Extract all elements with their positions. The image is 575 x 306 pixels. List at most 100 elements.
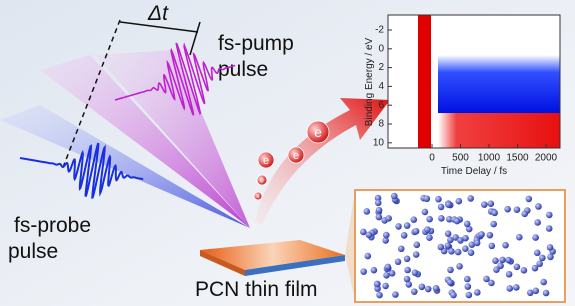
atom [371, 267, 378, 274]
atom [534, 219, 541, 226]
atom [474, 289, 481, 296]
atom [505, 257, 512, 264]
atom [457, 237, 464, 244]
atom [454, 218, 461, 225]
atom [492, 257, 499, 264]
atom [474, 240, 481, 247]
atom [488, 200, 495, 207]
y-axis-label: Binding Energy / eV [364, 37, 375, 126]
atom [412, 269, 419, 276]
atom [455, 249, 462, 256]
atom [547, 244, 554, 251]
atom [433, 285, 440, 292]
atom [534, 250, 541, 257]
atom [426, 216, 433, 223]
atom [404, 222, 411, 229]
atom [425, 286, 432, 293]
atom [445, 230, 452, 237]
x-tick-label: 1500 [506, 153, 529, 164]
pump-label: fs-pump [218, 32, 294, 55]
atom [499, 257, 506, 264]
atom [437, 244, 444, 251]
atom [398, 245, 405, 252]
atom [392, 291, 399, 298]
atom [426, 234, 433, 241]
y-tick-label: 4 [378, 81, 384, 92]
atom [497, 262, 504, 269]
atom [466, 292, 473, 299]
atom [478, 231, 485, 238]
blue-band [438, 55, 560, 113]
atom [385, 215, 392, 222]
atom [502, 242, 509, 249]
atom [516, 234, 523, 241]
x-tick-label: 2000 [535, 153, 558, 164]
delta-t: Δt [147, 2, 169, 25]
atom [445, 242, 452, 249]
atom [376, 214, 383, 221]
atom [360, 268, 367, 275]
atom [464, 276, 471, 283]
atom [375, 200, 382, 207]
atom [364, 253, 371, 260]
atom [468, 249, 475, 256]
atom [382, 283, 389, 290]
atom [383, 232, 390, 239]
atom [404, 267, 411, 274]
atom [413, 251, 420, 258]
atom [546, 212, 553, 219]
atom [506, 271, 513, 278]
atom [435, 196, 442, 203]
atom [481, 201, 488, 208]
illustration: Δt fs-pump pulse fs-probe pulse PCN thin… [0, 0, 575, 306]
y-tick-label: 2 [378, 62, 384, 73]
atom [450, 292, 457, 299]
atom [462, 245, 469, 252]
atom [514, 206, 521, 213]
atom [521, 267, 528, 274]
atom [445, 201, 452, 208]
atom [374, 281, 381, 288]
atom [546, 225, 553, 232]
electron-label: e [257, 194, 260, 200]
x-tick-label: 500 [452, 153, 469, 164]
atom [395, 258, 402, 265]
atom [424, 226, 431, 233]
probe-label: fs-probe [14, 214, 91, 237]
atom [535, 203, 542, 210]
atom [504, 206, 511, 213]
atom [543, 290, 550, 297]
atom [395, 223, 402, 230]
atom [383, 272, 390, 279]
atom [521, 211, 528, 218]
atom [490, 221, 497, 228]
atom [526, 196, 533, 203]
atom [532, 234, 539, 241]
atom [483, 276, 490, 283]
atom [422, 209, 429, 216]
y-tick-label: -2 [375, 25, 384, 36]
probe-label: pulse [8, 240, 58, 263]
electron-label: e [260, 177, 264, 184]
atom [411, 288, 418, 295]
atom [540, 279, 547, 286]
atom [376, 292, 383, 299]
atom [413, 228, 420, 235]
atom [391, 193, 398, 200]
atom [438, 215, 445, 222]
electron-label: e [314, 124, 322, 140]
atom [447, 267, 454, 274]
atom [401, 232, 408, 239]
electron-label: e [263, 155, 269, 167]
atom [513, 284, 520, 291]
atom [464, 221, 471, 228]
atom [467, 195, 474, 202]
film-label: PCN thin film [195, 278, 318, 301]
atom [456, 263, 463, 270]
atom [404, 276, 411, 283]
electron-label: e [293, 150, 299, 162]
atom [419, 283, 426, 290]
y-tick-label: 6 [378, 100, 384, 111]
atom [366, 232, 373, 239]
x-axis-label: Time Delay / fs [441, 166, 507, 177]
